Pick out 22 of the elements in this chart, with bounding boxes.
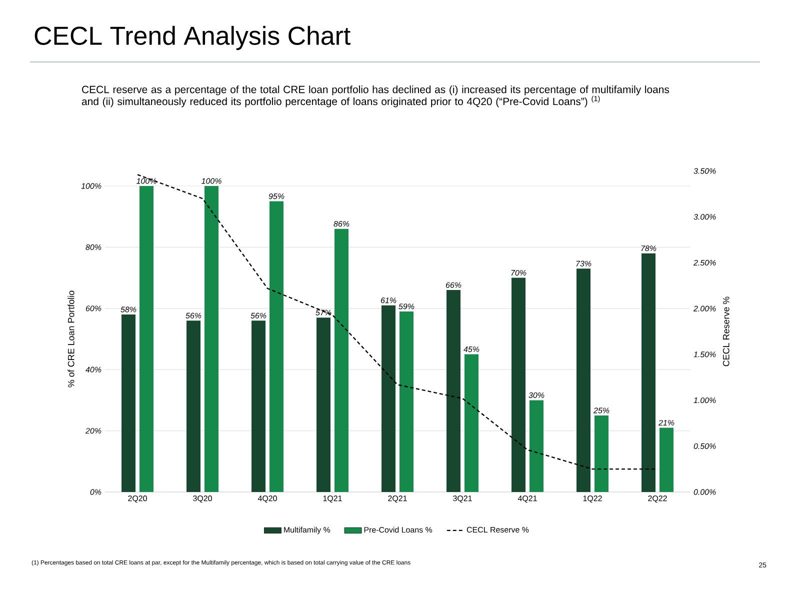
- chart-subtitle: CECL reserve as a percentage of the total CRE loan portfolio has declined as (i) increased its percentage of multifamily loans and (ii) simultaneously reduced its portfolio percentage of loans originated prior to 4Q20 (“Pre-Covid Loans”) $^{(1)}$: [82, 86, 670, 108]
- bar: [446, 290, 461, 492]
- bar: [204, 186, 219, 492]
- bar: [382, 305, 396, 492]
- y-axis-title: % of CRE Loan Portfolio: [68, 290, 74, 388]
- bar: [316, 318, 331, 492]
- bar: [252, 320, 266, 492]
- y2-axis-title: CECL Reserve %: [722, 296, 730, 366]
- bar: [530, 400, 544, 492]
- bar: [642, 253, 656, 492]
- bar: [186, 320, 200, 492]
- bar: [594, 416, 609, 492]
- bar: [464, 354, 479, 492]
- bar: [140, 186, 154, 492]
- bar: [400, 311, 414, 492]
- chart-title: CECL Trend Analysis Chart: [34, 26, 350, 50]
- bar: [660, 428, 674, 492]
- bar: [512, 278, 526, 492]
- bar: [334, 228, 349, 492]
- bar: [270, 201, 284, 492]
- bar: [122, 314, 136, 492]
- bar: [576, 268, 591, 492]
